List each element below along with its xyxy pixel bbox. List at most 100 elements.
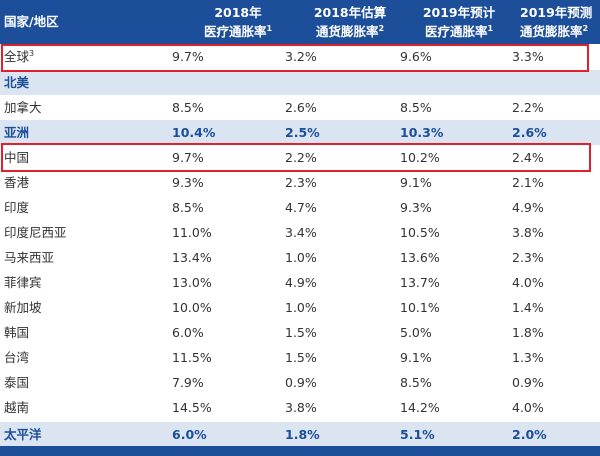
row-name: 菲律宾 bbox=[4, 275, 42, 290]
cell-2018-inflation: 2.2% bbox=[285, 150, 317, 165]
header-col3: 2019年预计 医疗通胀率1 bbox=[409, 5, 509, 40]
row-name: 北美 bbox=[4, 75, 30, 90]
header-col3-text: 医疗通胀率 bbox=[424, 24, 488, 40]
cell-2018-medical: 9.3% bbox=[172, 175, 204, 190]
table-row: 中国 9.7% 2.2% 10.2% 2.4% bbox=[0, 145, 600, 170]
cell-2018-inflation: 2.6% bbox=[285, 100, 317, 115]
cell-2019-medical: 10.2% bbox=[400, 150, 440, 165]
cell-2018-medical: 7.9% bbox=[172, 375, 204, 390]
cell-2019-inflation: 4.0% bbox=[512, 400, 544, 415]
bottom-bar bbox=[0, 446, 600, 456]
cell-2019-medical: 8.5% bbox=[400, 375, 432, 390]
row-name: 香港 bbox=[4, 175, 30, 190]
cell-2018-medical: 13.4% bbox=[172, 250, 212, 265]
table-row: 韩国 6.0% 1.5% 5.0% 1.8% bbox=[0, 320, 600, 345]
header-col2: 2018年估算 通货膨胀率2 bbox=[300, 5, 400, 40]
header-col2-sup: 2 bbox=[378, 24, 385, 33]
header-col2-line1: 2018年估算 bbox=[313, 5, 387, 20]
cell-2019-medical: 8.5% bbox=[400, 100, 432, 115]
cell-2018-inflation: 3.2% bbox=[285, 49, 317, 64]
row-name: 韩国 bbox=[4, 325, 30, 340]
header-col4: 2019年预测 通货膨胀率2 bbox=[520, 5, 592, 40]
cell-2019-medical: 13.7% bbox=[400, 275, 440, 290]
cell-2019-inflation: 2.2% bbox=[512, 100, 544, 115]
cell-2018-medical: 6.0% bbox=[172, 427, 207, 442]
cell-2018-inflation: 2.5% bbox=[285, 125, 320, 140]
cell-2019-inflation: 2.0% bbox=[512, 427, 547, 442]
header-col1: 2018年 医疗通胀率1 bbox=[193, 5, 283, 40]
cell-2018-inflation: 1.8% bbox=[285, 427, 320, 442]
cell-2019-inflation: 3.3% bbox=[512, 49, 544, 64]
table-row: 香港 9.3% 2.3% 9.1% 2.1% bbox=[0, 170, 600, 195]
group-row: 亚洲 10.4% 2.5% 10.3% 2.6% bbox=[0, 120, 600, 145]
table-row: 新加坡 10.0% 1.0% 10.1% 1.4% bbox=[0, 295, 600, 320]
header-country-label: 国家/地区 bbox=[4, 14, 59, 29]
header-col2-line2: 通货膨胀率2 bbox=[300, 21, 400, 40]
cell-2018-medical: 13.0% bbox=[172, 275, 212, 290]
cell-2018-inflation: 1.0% bbox=[285, 250, 317, 265]
table-row: 印度 8.5% 4.7% 9.3% 4.9% bbox=[0, 195, 600, 220]
cell-2019-inflation: 1.4% bbox=[512, 300, 544, 315]
row-sup: 3 bbox=[29, 48, 35, 58]
cell-2019-inflation: 3.8% bbox=[512, 225, 544, 240]
cell-2019-medical: 10.1% bbox=[400, 300, 440, 315]
cell-2019-medical: 9.1% bbox=[400, 175, 432, 190]
cell-2018-medical: 8.5% bbox=[172, 100, 204, 115]
cell-2019-medical: 14.2% bbox=[400, 400, 440, 415]
header-col1-sup: 1 bbox=[266, 24, 273, 33]
row-name: 太平洋 bbox=[4, 427, 42, 442]
cell-2018-medical: 10.0% bbox=[172, 300, 212, 315]
header-col3-line2: 医疗通胀率1 bbox=[409, 21, 509, 40]
cell-2019-medical: 10.5% bbox=[400, 225, 440, 240]
row-name: 全球 bbox=[4, 49, 30, 64]
region-row: 北美 bbox=[0, 70, 600, 95]
header-col4-line1: 2019年预测 bbox=[520, 5, 593, 20]
row-name: 印度 bbox=[4, 200, 30, 215]
cell-2018-medical: 9.7% bbox=[172, 49, 204, 64]
header-col4-sup: 2 bbox=[582, 24, 589, 33]
row-name: 亚洲 bbox=[4, 125, 30, 140]
row-name: 泰国 bbox=[4, 375, 30, 390]
cell-2019-inflation: 4.0% bbox=[512, 275, 544, 290]
header-country: 国家/地区 bbox=[4, 14, 59, 30]
cell-2019-inflation: 2.1% bbox=[512, 175, 544, 190]
cell-2018-inflation: 4.7% bbox=[285, 200, 317, 215]
header-col1-line2: 医疗通胀率1 bbox=[193, 21, 283, 40]
header-col4-text: 通货膨胀率 bbox=[520, 24, 583, 40]
cell-2018-inflation: 1.5% bbox=[285, 325, 317, 340]
row-name: 中国 bbox=[4, 150, 30, 165]
cell-2018-inflation: 1.0% bbox=[285, 300, 317, 315]
table-row: 菲律宾 13.0% 4.9% 13.7% 4.0% bbox=[0, 270, 600, 295]
row-label: 全球3 bbox=[4, 44, 34, 69]
cell-2019-inflation: 4.9% bbox=[512, 200, 544, 215]
cell-2019-medical: 9.6% bbox=[400, 49, 432, 64]
table-row: 加拿大 8.5% 2.6% 8.5% 2.2% bbox=[0, 95, 600, 120]
table-row: 印度尼西亚 11.0% 3.4% 10.5% 3.8% bbox=[0, 220, 600, 245]
cell-2019-inflation: 2.4% bbox=[512, 150, 544, 165]
cell-2018-inflation: 2.3% bbox=[285, 175, 317, 190]
cell-2019-inflation: 0.9% bbox=[512, 375, 544, 390]
cell-2018-inflation: 1.5% bbox=[285, 350, 317, 365]
row-name: 新加坡 bbox=[4, 300, 42, 315]
table-row: 台湾 11.5% 1.5% 9.1% 1.3% bbox=[0, 345, 600, 370]
cell-2019-medical: 5.0% bbox=[400, 325, 432, 340]
cell-2019-medical: 9.3% bbox=[400, 200, 432, 215]
row-name: 越南 bbox=[4, 400, 30, 415]
cell-2019-medical: 10.3% bbox=[400, 125, 444, 140]
cell-2018-medical: 11.0% bbox=[172, 225, 212, 240]
header-col2-text: 通货膨胀率 bbox=[315, 24, 379, 40]
table-row: 泰国 7.9% 0.9% 8.5% 0.9% bbox=[0, 370, 600, 395]
cell-2019-inflation: 1.8% bbox=[512, 325, 544, 340]
row-name: 加拿大 bbox=[4, 100, 42, 115]
header-col3-line1: 2019年预计 bbox=[422, 5, 496, 20]
cell-2019-inflation: 1.3% bbox=[512, 350, 544, 365]
row-name: 印度尼西亚 bbox=[4, 225, 67, 240]
cell-2018-inflation: 0.9% bbox=[285, 375, 317, 390]
cell-2018-inflation: 3.8% bbox=[285, 400, 317, 415]
table-row: 越南 14.5% 3.8% 14.2% 4.0% bbox=[0, 395, 600, 420]
cell-2018-medical: 8.5% bbox=[172, 200, 204, 215]
header-col1-text: 医疗通胀率 bbox=[203, 24, 267, 40]
cell-2018-medical: 10.4% bbox=[172, 125, 216, 140]
cell-2018-medical: 11.5% bbox=[172, 350, 212, 365]
cell-2018-inflation: 3.4% bbox=[285, 225, 317, 240]
